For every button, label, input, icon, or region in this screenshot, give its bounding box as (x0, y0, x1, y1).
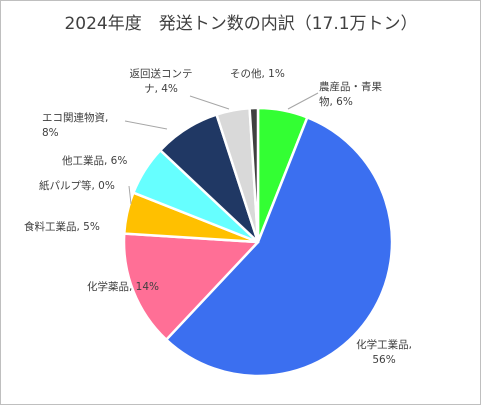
leader-lines (124, 92, 319, 205)
data-label-5: 他工業品, 6% (62, 154, 127, 167)
pie-slices (122, 106, 394, 378)
leader-line-6 (124, 120, 168, 130)
data-label-line: ナ, 4% (144, 83, 178, 95)
data-label-3: 食料工業品, 5% (24, 220, 100, 233)
chart-title: 2024年度 発送トン数の内訳（17.1万トン） (64, 14, 417, 34)
data-label-line: 物, 6% (319, 95, 353, 108)
leader-line-0 (287, 92, 319, 110)
leader-line-4 (128, 185, 132, 205)
pie-slice-1 (165, 116, 394, 378)
data-label-line: 他工業品, 6% (62, 154, 127, 167)
data-label-line: その他, 1% (230, 67, 285, 80)
pie-slice-8 (248, 106, 260, 244)
data-label-line: 紙パルプ等, 0% (39, 179, 115, 192)
data-labels: 農産品・青果物, 6% 化学工業品, 56% 化学薬品, 14% 食料工業品, 5% 紙パ… (24, 67, 412, 366)
data-label-line: 返回送コンテ (130, 67, 193, 80)
data-label-1: 化学工業品, 56% (356, 338, 412, 366)
leader-line-7 (189, 95, 230, 110)
data-label-line: エコ関連物資, (42, 111, 108, 124)
data-label-6: エコ関連物資, 8% (42, 111, 108, 139)
data-label-line: 食料工業品, 5% (24, 220, 100, 233)
data-label-line: 8% (42, 127, 59, 139)
data-label-7: 返回送コンテナ, 4% (130, 67, 193, 95)
data-label-line: 化学薬品, 14% (87, 280, 159, 293)
data-label-line: 化学工業品, (356, 338, 412, 351)
pie-slice-2 (122, 232, 260, 341)
data-label-8: その他, 1% (230, 67, 285, 80)
data-label-4: 紙パルプ等, 0% (39, 179, 115, 192)
data-label-line: 農産品・青果 (319, 80, 382, 93)
data-label-2: 化学薬品, 14% (87, 280, 159, 293)
data-label-line: 56% (372, 354, 395, 366)
data-label-0: 農産品・青果物, 6% (319, 80, 382, 108)
